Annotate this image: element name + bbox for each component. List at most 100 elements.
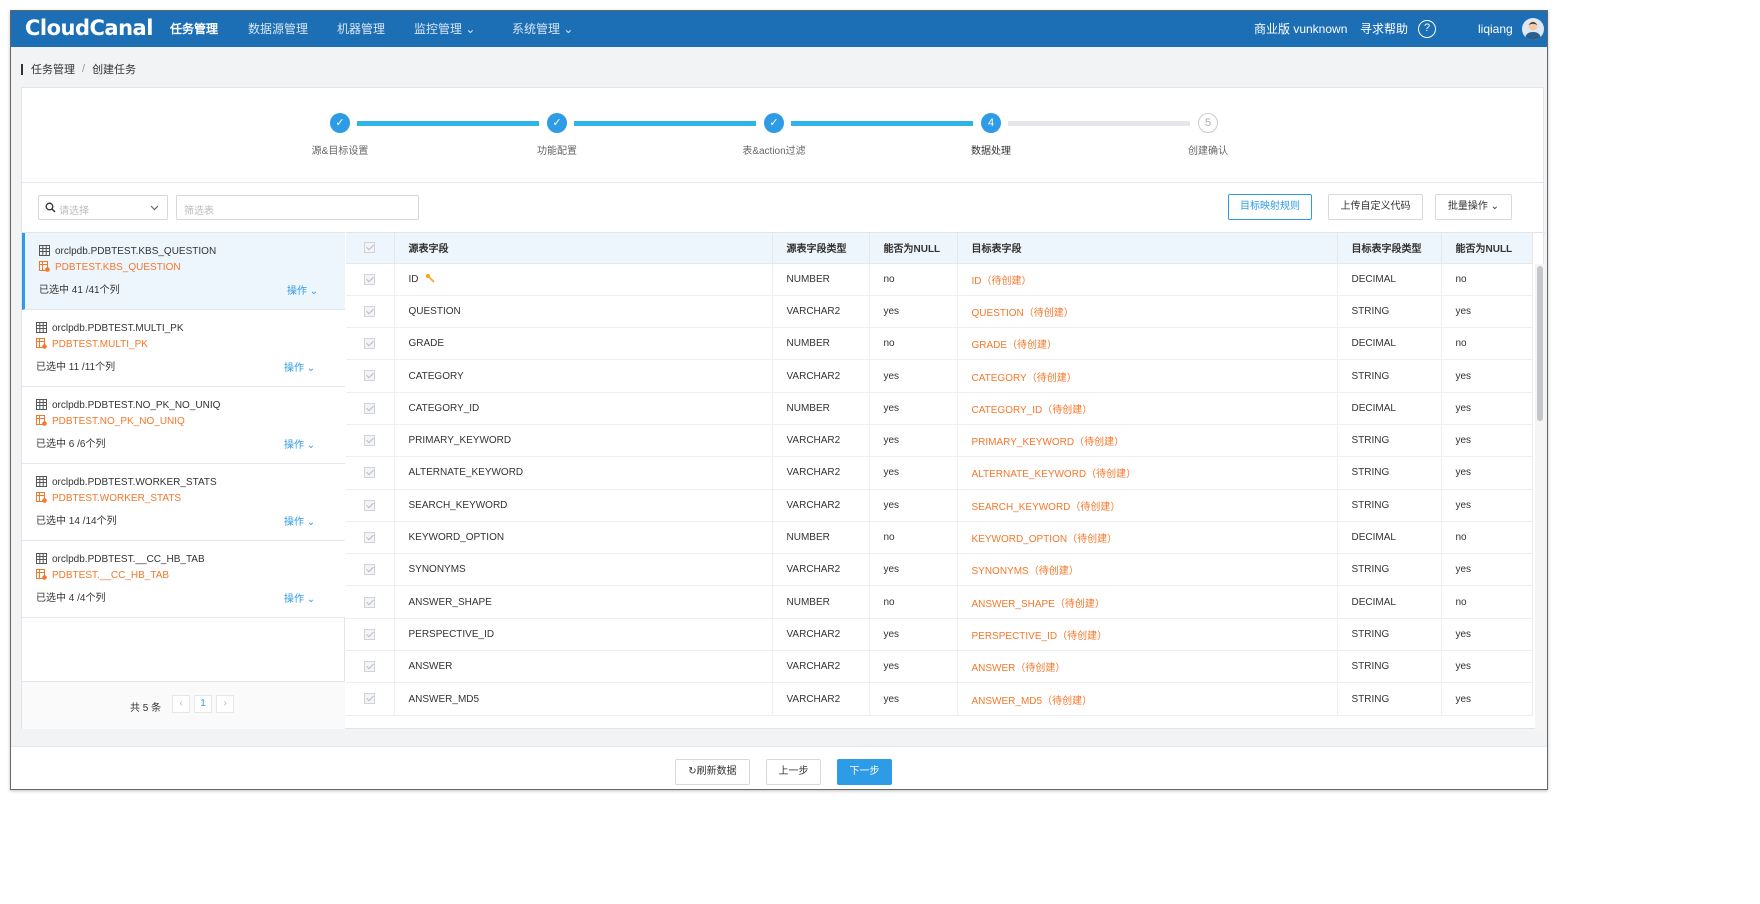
target-type[interactable]: DECIMAL [1337,521,1442,555]
target-type[interactable]: STRING [1337,489,1442,522]
row-checkbox[interactable] [364,628,376,640]
row-checkbox-cell[interactable] [346,521,395,555]
datasource-select[interactable]: 请选择 [38,195,168,220]
table-row[interactable]: QUESTION VARCHAR2 yes QUESTION（待创建） STRING ye… [346,295,1533,329]
table-operation-menu[interactable]: 操作 ⌄ [284,440,316,451]
table-row[interactable]: GRADE NUMBER no GRADE（待创建） DECIMAL no [346,327,1533,361]
target-type[interactable]: DECIMAL [1337,263,1442,296]
next-step-button[interactable]: 下一步 [837,759,892,785]
table-operation-menu[interactable]: 操作 ⌄ [284,517,316,528]
row-checkbox-cell[interactable] [346,295,395,329]
prev-page-button[interactable]: ‹ [172,695,190,713]
target-type[interactable]: DECIMAL [1337,585,1442,619]
row-checkbox[interactable] [364,596,376,608]
table-row[interactable]: ALTERNATE_KEYWORD VARCHAR2 yes ALTERNATE_KE… [346,456,1533,490]
select-all-checkbox-cell[interactable] [346,233,395,264]
row-checkbox-cell[interactable] [346,618,395,652]
select-all-checkbox[interactable] [364,242,376,254]
row-checkbox-cell[interactable] [346,263,395,296]
nav-machine-management[interactable]: 机器管理 [337,22,386,36]
question-icon[interactable]: ? [1418,20,1436,38]
row-checkbox[interactable] [364,467,376,479]
row-checkbox-cell[interactable] [346,553,395,587]
nav-monitor-management[interactable]: 监控管理 ⌄ [414,22,476,36]
target-field[interactable]: CATEGORY（待创建） [957,359,1338,393]
target-field[interactable]: PRIMARY_KEYWORD（待创建） [957,424,1338,458]
target-field[interactable]: SYNONYMS（待创建） [957,553,1338,587]
row-checkbox-cell[interactable] [346,585,395,619]
target-type[interactable]: STRING [1337,424,1442,458]
table-operation-menu[interactable]: 操作 ⌄ [284,594,316,605]
grid-scrollbar[interactable] [1535,264,1545,729]
row-checkbox-cell[interactable] [346,650,395,684]
table-list-item[interactable]: orclpdb.PDBTEST.WORKER_STATS PDBTEST.WORK… [22,464,345,541]
target-field[interactable]: ID（待创建） [957,263,1338,296]
row-checkbox-cell[interactable] [346,359,395,393]
target-field[interactable]: KEYWORD_OPTION（待创建） [957,521,1338,555]
target-field[interactable]: PERSPECTIVE_ID（待创建） [957,618,1338,652]
target-type[interactable]: STRING [1337,295,1442,329]
prev-step-button[interactable]: 上一步 [766,759,821,785]
target-type[interactable]: DECIMAL [1337,327,1442,361]
refresh-data-button[interactable]: ↻刷新数据 [675,759,750,785]
row-checkbox[interactable] [364,531,376,543]
table-row[interactable]: PRIMARY_KEYWORD VARCHAR2 yes PRIMARY_KEYWOR… [346,424,1533,458]
table-row[interactable]: ANSWER VARCHAR2 yes ANSWER（待创建） STRING yes [346,650,1533,684]
batch-operation-button[interactable]: 批量操作 ⌄ [1435,194,1512,220]
row-checkbox[interactable] [364,499,376,511]
table-row[interactable]: PERSPECTIVE_ID VARCHAR2 yes PERSPECTIVE_ID（… [346,618,1533,652]
target-field[interactable]: ANSWER_SHAPE（待创建） [957,585,1338,619]
target-type[interactable]: STRING [1337,618,1442,652]
table-row[interactable]: CATEGORY VARCHAR2 yes CATEGORY（待创建） STRING ye… [346,359,1533,393]
row-checkbox-cell[interactable] [346,392,395,425]
row-checkbox[interactable] [364,305,376,317]
breadcrumb-root[interactable]: 任务管理 [31,64,75,76]
table-list-item[interactable]: orclpdb.PDBTEST.__CC_HB_TAB PDBTEST.__CC_… [22,541,345,618]
target-field[interactable]: ALTERNATE_KEYWORD（待创建） [957,456,1338,490]
table-list-item[interactable]: orclpdb.PDBTEST.NO_PK_NO_UNIQ PDBTEST.NO_… [22,387,345,464]
table-list-item[interactable]: orclpdb.PDBTEST.MULTI_PK PDBTEST.MULTI_PK… [22,310,345,387]
table-row[interactable]: ANSWER_MD5 VARCHAR2 yes ANSWER_MD5（待创建） STRI… [346,682,1533,716]
nav-datasource-management[interactable]: 数据源管理 [248,22,309,36]
row-checkbox[interactable] [364,338,376,350]
target-type[interactable]: STRING [1337,359,1442,393]
table-list-item[interactable]: orclpdb.PDBTEST.KBS_QUESTION PDBTEST.KBS_… [22,233,345,310]
row-checkbox-cell[interactable] [346,424,395,458]
table-filter-input[interactable]: 筛选表 [176,195,419,220]
table-operation-menu[interactable]: 操作 ⌄ [284,363,316,374]
target-type[interactable]: STRING [1337,553,1442,587]
target-type[interactable]: STRING [1337,650,1442,684]
row-checkbox-cell[interactable] [346,327,395,361]
row-checkbox[interactable] [364,661,376,673]
table-row[interactable]: SYNONYMS VARCHAR2 yes SYNONYMS（待创建） STRING ye… [346,553,1533,587]
page-1-button[interactable]: 1 [194,695,212,713]
row-checkbox-cell[interactable] [346,489,395,522]
target-field[interactable]: ANSWER（待创建） [957,650,1338,684]
row-checkbox[interactable] [364,402,376,414]
table-row[interactable]: ANSWER_SHAPE NUMBER no ANSWER_SHAPE（待创建） DEC… [346,585,1533,619]
scrollbar-thumb[interactable] [1537,266,1543,421]
target-field[interactable]: CATEGORY_ID（待创建） [957,392,1338,425]
target-field[interactable]: SEARCH_KEYWORD（待创建） [957,489,1338,522]
row-checkbox[interactable] [364,564,376,576]
upload-code-button[interactable]: 上传自定义代码 [1328,194,1423,220]
table-row[interactable]: CATEGORY_ID NUMBER yes CATEGORY_ID（待创建） DECI… [346,392,1533,425]
row-checkbox-cell[interactable] [346,682,395,716]
next-page-button[interactable]: › [216,695,234,713]
row-checkbox[interactable] [364,693,376,705]
row-checkbox[interactable] [364,273,376,285]
row-checkbox-cell[interactable] [346,456,395,490]
target-field[interactable]: GRADE（待创建） [957,327,1338,361]
user-name[interactable]: liqiang [1478,22,1513,36]
help-link[interactable]: 寻求帮助 [1360,22,1409,36]
nav-task-management[interactable]: 任务管理 [170,22,219,36]
avatar[interactable] [1522,18,1544,40]
target-type[interactable]: STRING [1337,456,1442,490]
cloudcanal-logo[interactable]: CloudCanal [25,16,153,40]
target-field[interactable]: QUESTION（待创建） [957,295,1338,329]
table-operation-menu[interactable]: 操作 ⌄ [287,286,319,297]
nav-system-management[interactable]: 系统管理 ⌄ [512,22,574,36]
table-row[interactable]: ID NUMBER no ID（待创建） DECIMAL no [346,263,1533,296]
row-checkbox[interactable] [364,435,376,447]
row-checkbox[interactable] [364,370,376,382]
